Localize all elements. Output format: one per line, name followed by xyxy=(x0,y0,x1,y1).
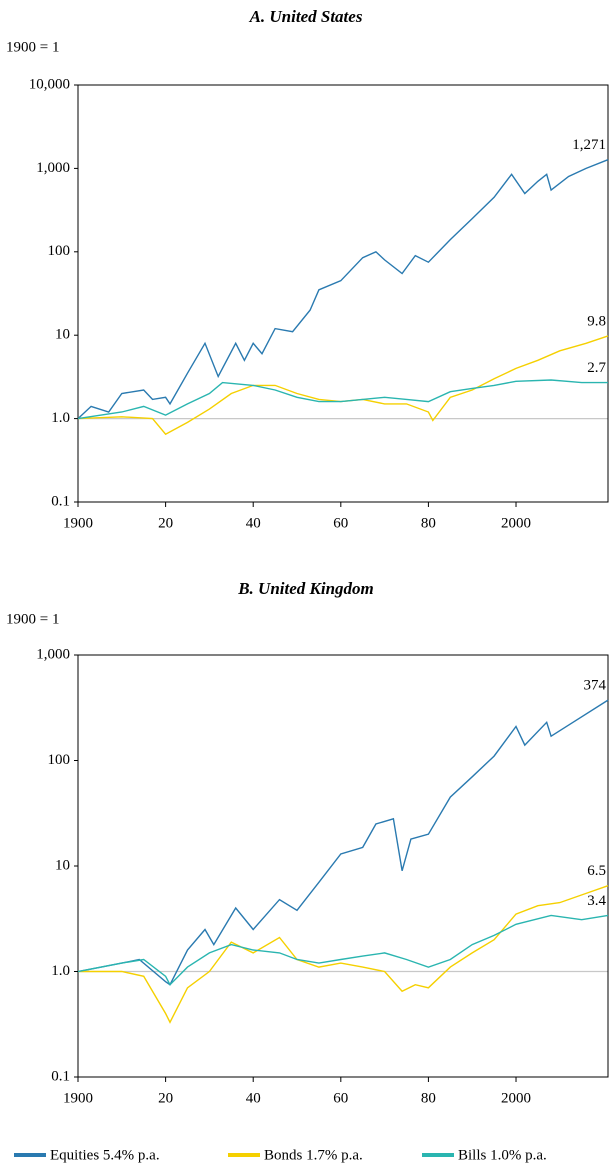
end-label: 3.4 xyxy=(587,893,606,909)
x-tick-label: 1900 xyxy=(63,1090,93,1106)
legend-swatch xyxy=(422,1153,454,1157)
end-label: 2.7 xyxy=(587,360,606,376)
x-tick-label: 1900 xyxy=(63,515,93,531)
legend-swatch xyxy=(14,1153,46,1157)
series-line xyxy=(77,914,609,986)
y-tick-label: 10,000 xyxy=(29,76,70,92)
series-line xyxy=(77,335,609,436)
x-tick-label: 20 xyxy=(158,1090,173,1106)
series-line xyxy=(77,159,609,420)
y-tick-label: 10 xyxy=(55,327,70,343)
legend-label: Equities 5.4% p.a. xyxy=(50,1147,160,1163)
x-tick-label: 80 xyxy=(421,515,436,531)
end-label: 1,271 xyxy=(572,137,606,153)
legend-label: Bonds 1.7% p.a. xyxy=(264,1147,363,1163)
plot-frame xyxy=(77,654,609,1078)
plot-frame xyxy=(77,84,609,503)
chart-title: B. United Kingdom xyxy=(237,579,374,598)
x-tick-label: 60 xyxy=(333,515,348,531)
y-tick-label: 0.1 xyxy=(51,493,70,509)
y-tick-label: 1,000 xyxy=(36,646,70,662)
x-tick-label: 2000 xyxy=(501,1090,531,1106)
y-axis-label: 1900 = 1 xyxy=(6,611,59,627)
y-tick-label: 10 xyxy=(55,857,70,873)
x-tick-label: 40 xyxy=(246,1090,261,1106)
legend-swatch xyxy=(228,1153,260,1157)
x-tick-label: 60 xyxy=(333,1090,348,1106)
y-tick-label: 1.0 xyxy=(51,410,70,426)
y-tick-label: 1,000 xyxy=(36,160,70,176)
end-label: 374 xyxy=(584,677,607,693)
y-tick-label: 0.1 xyxy=(51,1068,70,1084)
x-tick-label: 80 xyxy=(421,1090,436,1106)
y-tick-label: 100 xyxy=(48,243,71,259)
y-tick-label: 100 xyxy=(48,752,71,768)
series-line xyxy=(77,699,609,986)
chart-title: A. United States xyxy=(249,7,363,26)
x-tick-label: 2000 xyxy=(501,515,531,531)
y-axis-label: 1900 = 1 xyxy=(6,39,59,55)
series-line xyxy=(77,379,608,420)
series-line xyxy=(78,885,609,1024)
end-label: 9.8 xyxy=(587,313,606,329)
end-label: 6.5 xyxy=(587,863,606,879)
x-tick-label: 20 xyxy=(158,515,173,531)
x-tick-label: 40 xyxy=(246,515,261,531)
legend-label: Bills 1.0% p.a. xyxy=(458,1147,547,1163)
y-tick-label: 1.0 xyxy=(51,963,70,979)
